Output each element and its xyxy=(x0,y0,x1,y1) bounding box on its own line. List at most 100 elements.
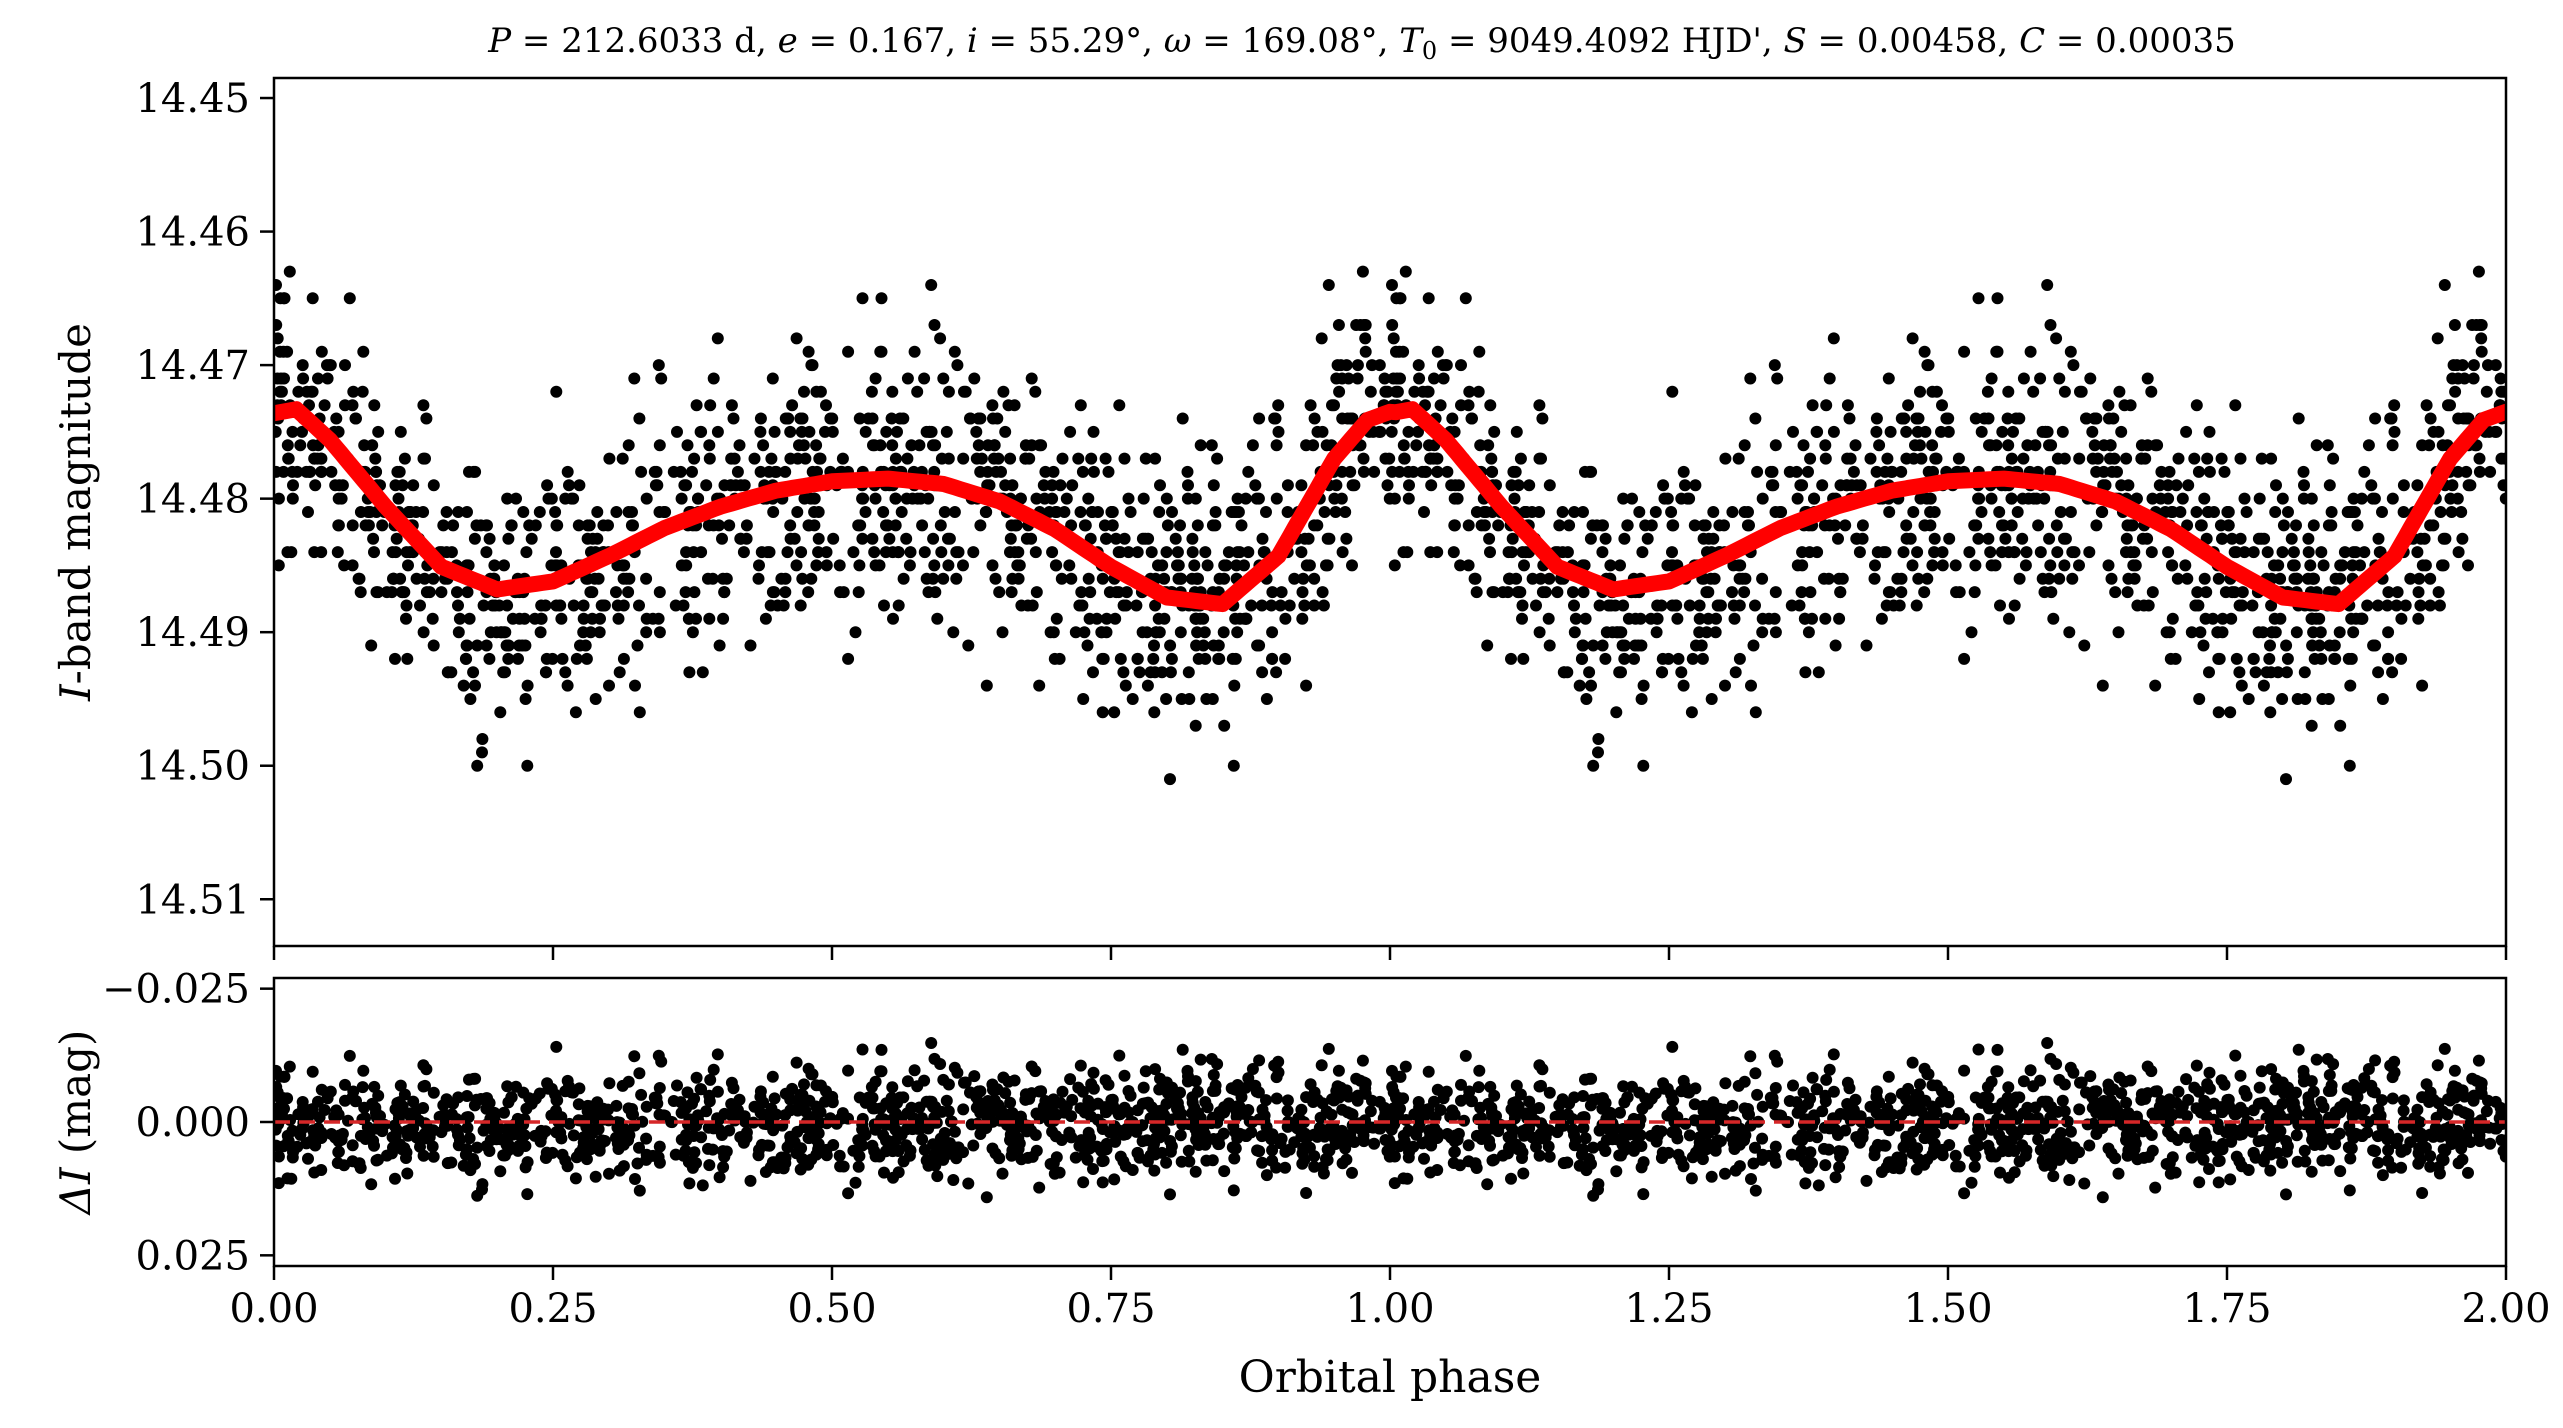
residual-point xyxy=(1246,1063,1259,1075)
data-point xyxy=(2473,452,2486,465)
residual-point xyxy=(1346,1135,1359,1148)
data-point xyxy=(1256,666,1269,679)
residual-point xyxy=(1958,1187,1971,1200)
data-point xyxy=(1942,425,1955,438)
data-point xyxy=(766,586,779,599)
residual-point xyxy=(1256,1156,1269,1169)
residual-point xyxy=(1462,1139,1475,1152)
data-point xyxy=(1073,599,1086,612)
data-point xyxy=(1683,599,1696,612)
data-point xyxy=(506,612,519,625)
data-point xyxy=(1732,452,1745,465)
data-point xyxy=(950,546,963,559)
residual-point xyxy=(347,1085,360,1098)
data-point xyxy=(1975,506,1988,518)
data-point xyxy=(1364,385,1377,398)
data-point xyxy=(2345,612,2358,625)
data-point xyxy=(1213,652,1226,665)
residual-point xyxy=(1503,1141,1515,1154)
residual-point xyxy=(2054,1127,2067,1139)
residual-point xyxy=(1260,1121,1273,1133)
data-point xyxy=(1868,572,1881,585)
data-point xyxy=(1984,546,1997,559)
data-point xyxy=(795,546,808,559)
data-point xyxy=(797,439,810,452)
residual-point xyxy=(1728,1143,1741,1155)
data-point xyxy=(2494,372,2506,385)
residual-point xyxy=(1702,1106,1715,1119)
data-point xyxy=(2112,626,2125,639)
data-point xyxy=(2382,586,2395,599)
data-point xyxy=(501,599,514,612)
data-point xyxy=(2225,612,2238,625)
top-y-axis-label: I-band magnitude xyxy=(51,323,100,702)
residual-point xyxy=(1558,1157,1571,1169)
residual-point xyxy=(1579,1132,1592,1145)
residual-point xyxy=(1192,1139,1205,1151)
residual-point xyxy=(1322,1042,1335,1055)
data-point xyxy=(2212,572,2225,585)
data-point xyxy=(744,639,757,652)
data-point xyxy=(1190,612,1202,625)
residual-point xyxy=(1190,1123,1202,1136)
residual-point xyxy=(635,1088,648,1101)
data-point xyxy=(555,612,568,625)
data-point xyxy=(808,492,821,505)
data-point xyxy=(1197,639,1210,652)
data-point xyxy=(2086,425,2099,438)
data-point xyxy=(1050,612,1063,625)
data-point xyxy=(781,546,794,559)
residual-point xyxy=(2118,1075,2131,1088)
data-point xyxy=(905,439,918,452)
residual-point xyxy=(1025,1124,1038,1137)
data-point xyxy=(2290,626,2303,639)
residual-point xyxy=(1802,1161,1815,1174)
residual-point xyxy=(372,1089,385,1102)
data-point xyxy=(2307,626,2320,639)
residual-point xyxy=(1279,1161,1292,1174)
data-point xyxy=(738,479,751,492)
data-point xyxy=(274,319,283,331)
residual-point xyxy=(343,1049,356,1062)
residual-point xyxy=(2073,1103,2086,1116)
residual-point xyxy=(1182,1144,1195,1157)
data-point xyxy=(2386,666,2399,679)
data-point xyxy=(294,439,307,452)
data-point xyxy=(1561,546,1574,559)
data-point xyxy=(1881,452,1894,465)
data-point xyxy=(1386,279,1398,291)
data-point xyxy=(748,452,761,465)
data-point xyxy=(2124,546,2137,559)
data-point xyxy=(1798,612,1811,625)
data-point xyxy=(365,639,378,652)
data-point xyxy=(986,559,999,572)
residual-point xyxy=(1576,1143,1589,1156)
residual-point xyxy=(1729,1164,1742,1177)
data-point xyxy=(1056,452,1069,465)
data-point xyxy=(2257,679,2270,692)
data-point xyxy=(1351,359,1364,372)
data-point xyxy=(2017,372,2030,385)
residual-point xyxy=(2181,1110,2194,1123)
data-point xyxy=(2122,572,2135,585)
residual-point xyxy=(2354,1107,2366,1120)
data-point xyxy=(2066,546,2079,559)
data-point xyxy=(400,612,412,625)
residual-point xyxy=(937,1153,950,1166)
data-point xyxy=(1050,559,1063,572)
data-point xyxy=(948,345,961,358)
data-point xyxy=(589,693,602,705)
data-point xyxy=(2180,425,2193,438)
data-point xyxy=(380,586,393,599)
residual-point xyxy=(427,1150,440,1163)
data-point xyxy=(2482,359,2494,372)
data-point xyxy=(820,559,833,572)
data-point xyxy=(1047,626,1060,639)
data-point xyxy=(1029,546,1042,559)
residual-point xyxy=(2238,1085,2251,1097)
residual-point xyxy=(2333,1127,2346,1140)
data-point xyxy=(2001,412,2014,425)
data-point xyxy=(2050,519,2063,532)
